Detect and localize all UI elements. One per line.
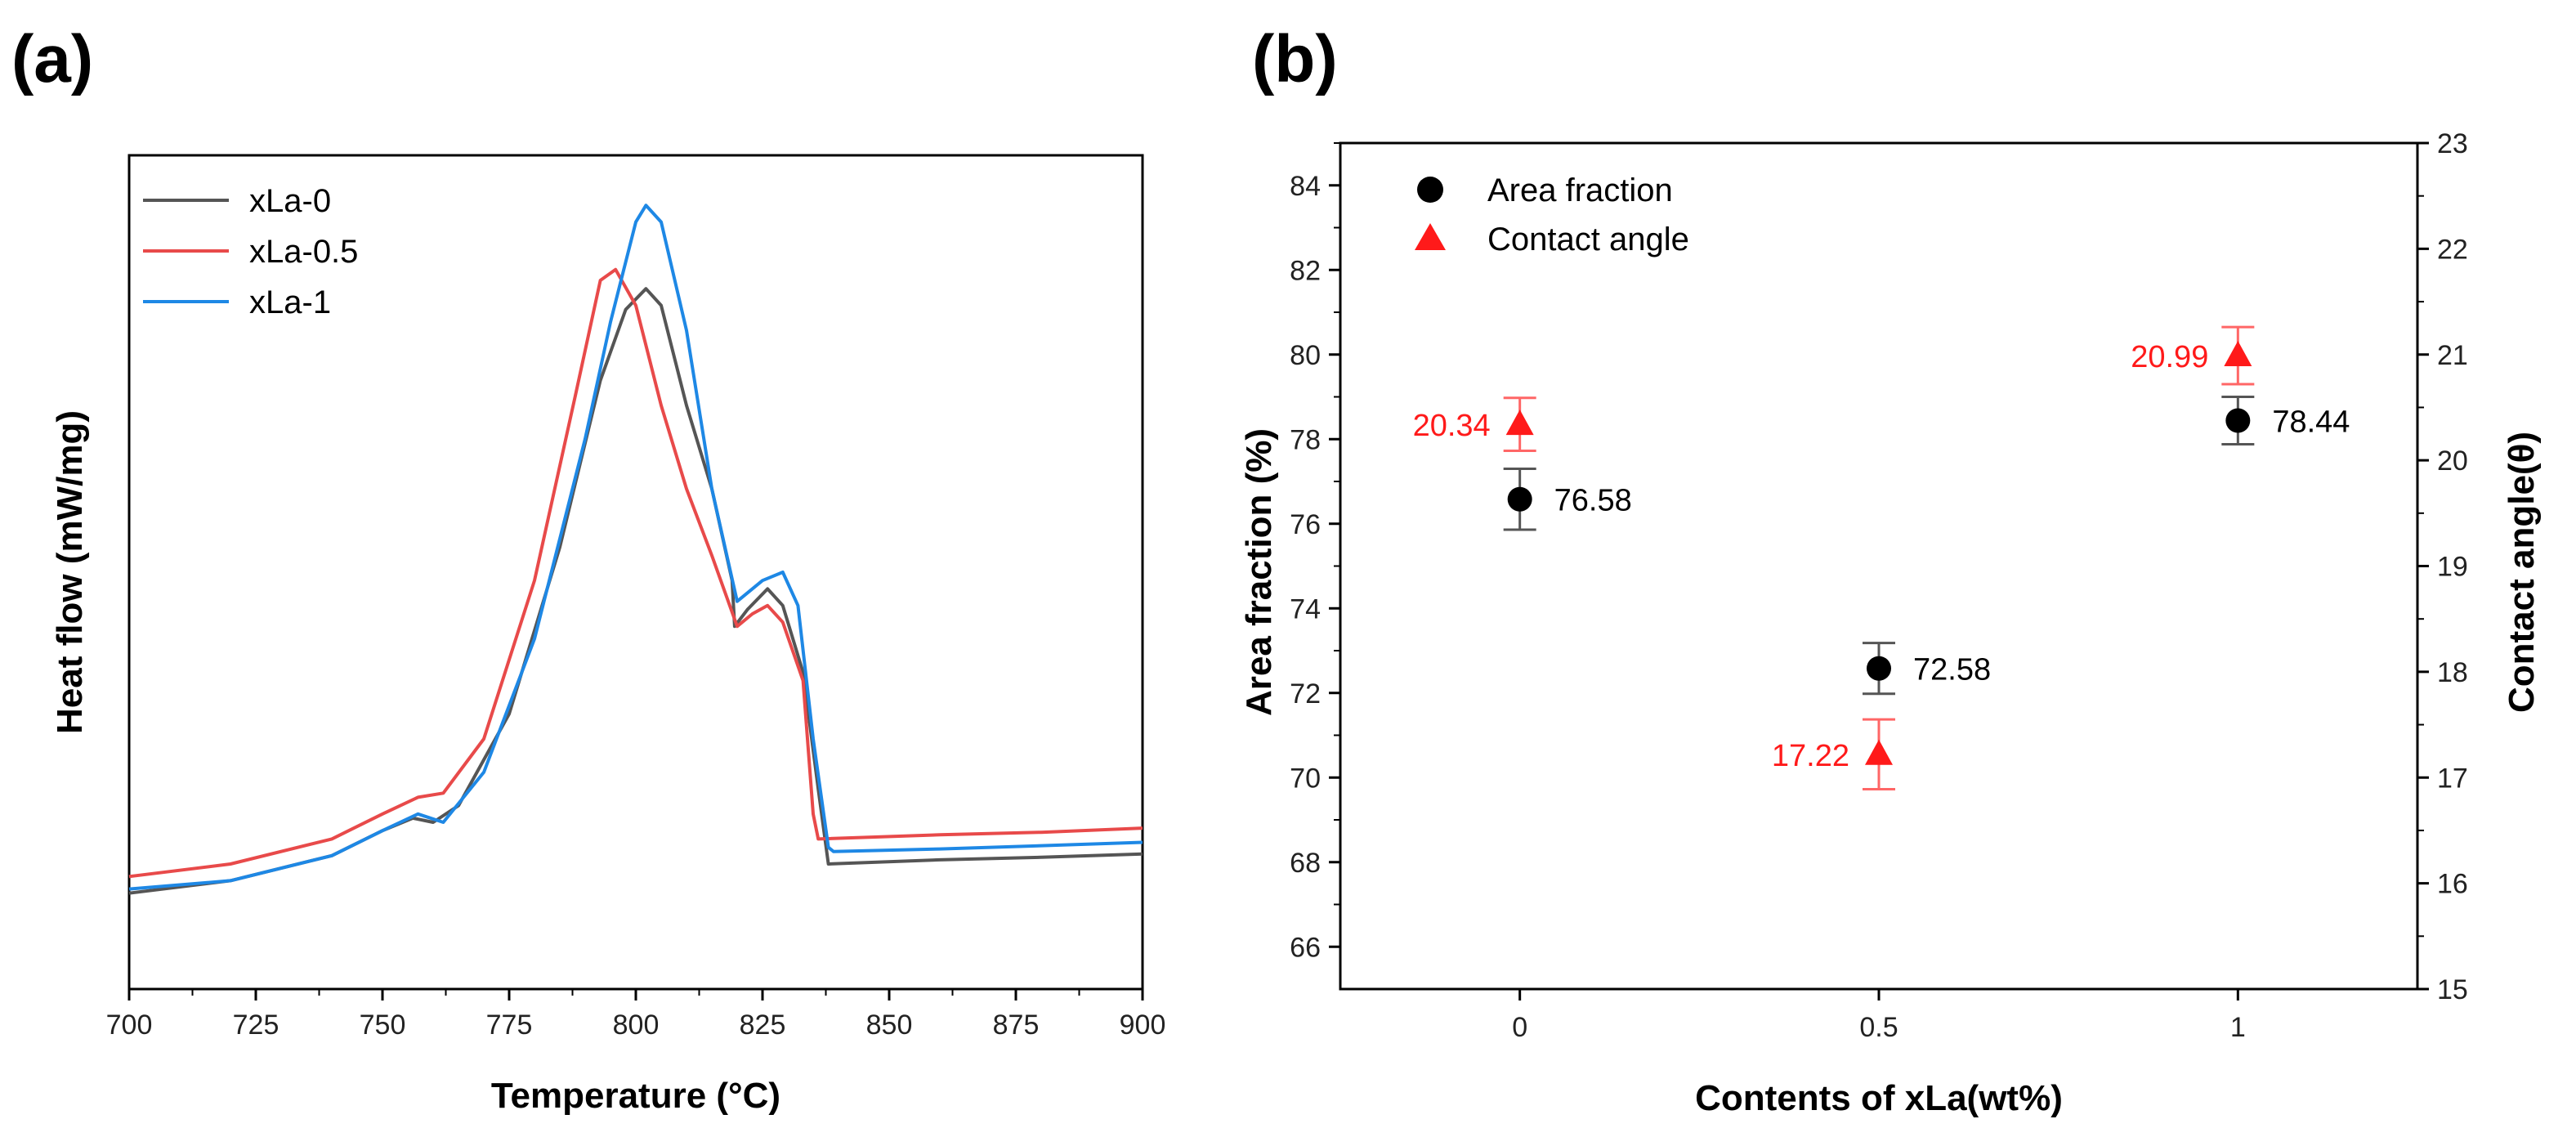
x-tick-label-a: 800 [613,1009,660,1041]
x-tick-label-a: 900 [1120,1009,1166,1041]
area-contact-chart: 0 0.5 1 66 68 70 72 74 76 78 80 82 84 15 16 17 18 19 20 21 2… [1239,128,2542,1118]
value-label-Area fraction: 78.44 [2272,405,2350,439]
series-line-xLa-0.5 [128,267,1143,879]
plot-frame-b [1339,141,2419,991]
y-right-tick-label-b: 18 [2437,657,2468,688]
y-left-tick-label-b: 76 [1290,509,1321,540]
legend-label-xLa-0: xLa-0 [249,183,331,219]
axis-ticks-b: 0 0.5 1 66 68 70 72 74 76 78 80 82 84 15 16 17 18 19 20 21 2… [1290,128,2468,1043]
y-right-tick-label-b: 16 [2437,869,2468,900]
heat-flow-chart: 700 725 750 775 800 825 850 875 900 xLa-0 xLa-0.5… [50,154,1166,1116]
x-tick-label-b: 1 [2230,1012,2246,1043]
data-points-b: 76.58 72.58 78.44 20.34 17.22 20.99 [1413,325,2350,790]
x-tick-label-a: 875 [993,1009,1040,1041]
y-left-tick-label-b: 74 [1290,593,1321,624]
x-axis-title-b: Contents of xLa(wt%) [1695,1078,2063,1118]
y-right-tick-label-b: 20 [2437,445,2468,477]
value-label-Area fraction: 76.58 [1554,484,1632,518]
panel-label-a: (a) [11,22,93,96]
y-left-tick-label-b: 80 [1290,340,1321,371]
point-Area fraction [1867,656,1891,681]
y-axis-title-right-b: Contact angle(θ) [2502,432,2542,713]
legend-a: xLa-0 xLa-0.5 xLa-1 [143,183,358,320]
legend-label-xLa-0.5: xLa-0.5 [249,234,358,270]
y-left-tick-label-b: 78 [1290,424,1321,455]
point-Area fraction [2225,408,2251,433]
series-line-xLa-1 [128,204,1143,891]
y-left-tick-label-b: 68 [1290,848,1321,879]
x-axis-ticks-a: 700 725 750 775 800 825 850 875 900 [106,989,1166,1041]
series-line-xLa-0 [128,287,1143,895]
heat-flow-curves [128,204,1143,895]
legend-marker-Contact angle [1415,223,1446,250]
y-right-tick-label-b: 19 [2437,552,2468,583]
x-tick-label-a: 700 [106,1009,153,1041]
y-axis-title-a: Heat flow (mW/mg) [50,410,90,734]
point-Contact angle [1505,410,1534,436]
value-label-Contact angle: 20.99 [2131,340,2208,374]
x-axis-title-a: Temperature (°C) [491,1076,780,1116]
legend-label-xLa-1: xLa-1 [249,284,331,320]
value-label-Area fraction: 72.58 [1913,653,1991,687]
y-left-tick-label-b: 72 [1290,678,1321,710]
y-right-tick-label-b: 23 [2437,128,2468,159]
plot-frame-a [127,154,1144,991]
value-label-Contact angle: 17.22 [1772,739,1849,773]
y-right-tick-label-b: 17 [2437,763,2468,794]
legend-label-Contact angle: Contact angle [1487,222,1689,257]
x-tick-label-a: 775 [486,1009,533,1041]
y-left-tick-label-b: 82 [1290,255,1321,286]
y-right-tick-label-b: 15 [2437,974,2468,1005]
x-tick-label-b: 0.5 [1859,1012,1898,1043]
x-tick-label-a: 750 [360,1009,406,1041]
legend-b: Area fraction Contact angle [1415,172,1689,257]
y-left-tick-label-b: 66 [1290,932,1321,963]
legend-marker-Area fraction [1417,177,1443,203]
y-left-tick-label-b: 70 [1290,763,1321,794]
x-tick-label-b: 0 [1512,1012,1527,1043]
point-Area fraction [1507,486,1532,512]
panel-label-b: (b) [1252,22,1338,96]
y-right-tick-label-b: 21 [2437,340,2468,371]
legend-label-Area fraction: Area fraction [1487,172,1673,208]
point-Contact angle [1865,739,1893,765]
x-tick-label-a: 825 [740,1009,786,1041]
y-right-tick-label-b: 22 [2437,234,2468,265]
y-axis-title-left-b: Area fraction (%) [1239,428,1279,716]
x-tick-label-a: 725 [233,1009,280,1041]
x-tick-label-a: 850 [866,1009,913,1041]
point-Contact angle [2224,341,2252,367]
value-label-Contact angle: 20.34 [1413,409,1491,443]
y-left-tick-label-b: 84 [1290,171,1321,202]
